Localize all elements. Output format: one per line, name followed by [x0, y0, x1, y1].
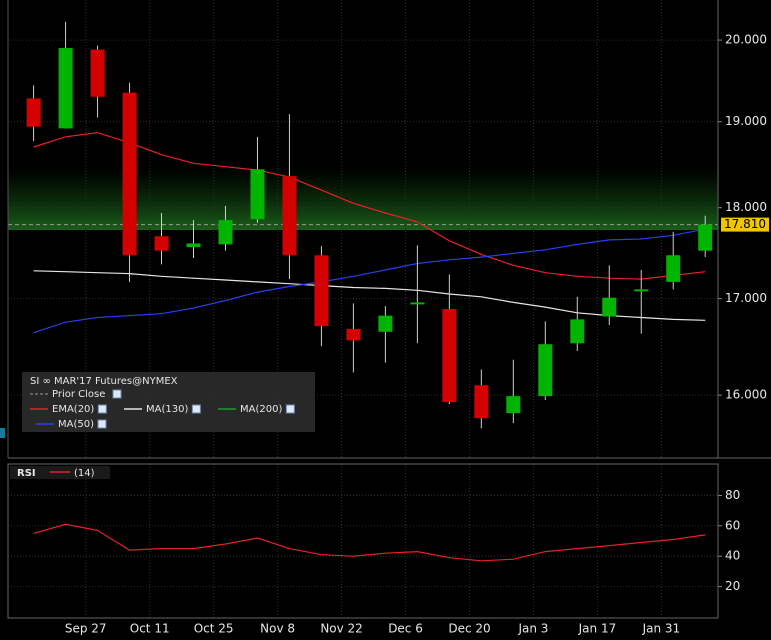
candle-body: [314, 255, 329, 327]
candle-body: [90, 49, 105, 97]
y-tick-label: 16.000: [725, 388, 767, 402]
x-tick-label: Dec 20: [448, 622, 490, 636]
x-tick-label: Oct 25: [194, 622, 234, 636]
y-tick-label: 60: [725, 518, 740, 532]
legend-box: [22, 372, 315, 432]
candle-body: [122, 92, 137, 256]
y-tick-label: 19.000: [725, 114, 767, 128]
legend-label: MA(200): [240, 404, 282, 415]
y-tick-label: 20: [725, 579, 740, 593]
rsi-legend-label: (14): [74, 468, 95, 479]
y-tick-label: 20.000: [725, 33, 767, 47]
x-tick-label: Nov 8: [260, 622, 295, 636]
candle-body: [218, 220, 233, 245]
candle-body: [602, 297, 617, 317]
series-line: [33, 228, 706, 334]
legend-label: MA(130): [146, 404, 188, 415]
x-tick-label: Sep 27: [65, 622, 107, 636]
legend-label: Prior Close: [52, 389, 105, 400]
candle-body: [154, 236, 169, 251]
x-tick-label: Jan 31: [642, 622, 681, 636]
series-line: [33, 523, 706, 562]
x-tick-label: Nov 22: [320, 622, 363, 636]
legend-checkbox: [285, 404, 295, 414]
y-tick-label: 17.000: [725, 291, 767, 305]
candle-body: [282, 176, 297, 256]
y-tick-label: 80: [725, 488, 740, 502]
edge-icon: [0, 428, 5, 438]
rsi-title: RSI: [17, 468, 36, 479]
candle-body: [58, 48, 73, 129]
plot: [8, 21, 718, 562]
candle-body: [346, 328, 361, 341]
x-tick-label: Oct 11: [130, 622, 170, 636]
candle-body: [378, 315, 393, 332]
candle-body: [538, 344, 553, 397]
y-tick-label: 18.000: [725, 200, 767, 214]
legend-checkbox: [97, 419, 107, 429]
candle-body: [442, 308, 457, 403]
price-label-bg: [721, 217, 769, 232]
legend-title: SI ∞ MAR'17 Futures@NYMEX: [30, 376, 178, 387]
series-line: [33, 270, 706, 321]
legend-checkbox: [97, 404, 107, 414]
candle-body: [186, 243, 201, 248]
x-tick-label: Jan 17: [578, 622, 617, 636]
candle-body: [474, 385, 489, 419]
candle-body: [666, 255, 681, 282]
price-glow: [8, 168, 718, 230]
candle-body: [570, 319, 585, 344]
x-tick-label: Dec 6: [388, 622, 423, 636]
legend-label: EMA(20): [52, 404, 94, 415]
price-label: 17.810: [724, 217, 766, 231]
y-tick-label: 40: [725, 549, 740, 563]
legend: Prior Close EMA(20) MA(130) MA(200) MA(50): [30, 389, 295, 430]
legend-checkbox: [191, 404, 201, 414]
candle-body: [506, 396, 521, 414]
series-line: [33, 131, 706, 280]
x-tick-label: Jan 3: [517, 622, 548, 636]
candle-body: [410, 302, 425, 305]
legend-checkbox: [112, 389, 122, 399]
candle-body: [26, 98, 41, 127]
legend-label: MA(50): [58, 419, 94, 430]
candle-body: [634, 289, 649, 292]
candle-body: [250, 169, 265, 220]
candle-body: [698, 224, 713, 251]
